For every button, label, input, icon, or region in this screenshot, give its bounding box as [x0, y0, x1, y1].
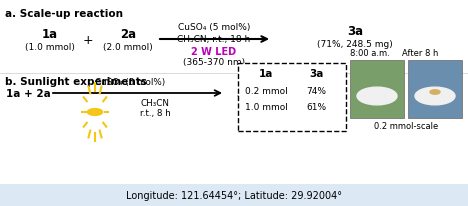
Text: CuSO₄ (5 mol%): CuSO₄ (5 mol%) [95, 78, 165, 87]
Text: (365-370 nm): (365-370 nm) [183, 58, 245, 67]
Text: 8:00 a.m.: 8:00 a.m. [350, 49, 390, 58]
Bar [350, 61, 404, 118]
Text: After 8 h: After 8 h [402, 49, 438, 58]
Text: 1a: 1a [42, 28, 58, 41]
Text: CH₃CN, r.t., 18 h: CH₃CN, r.t., 18 h [177, 35, 251, 44]
Circle shape [415, 88, 455, 105]
Text: 61%: 61% [306, 103, 326, 112]
Text: 2a: 2a [120, 28, 136, 41]
Text: b. Sunlight experiments: b. Sunlight experiments [5, 77, 147, 87]
Circle shape [430, 90, 440, 95]
Text: 2 W LED: 2 W LED [191, 47, 236, 57]
Text: (71%, 248.5 mg): (71%, 248.5 mg) [317, 40, 393, 49]
Text: a. Scale-up reaction: a. Scale-up reaction [5, 9, 123, 19]
Text: 74%: 74% [306, 87, 326, 96]
Text: (1.0 mmol): (1.0 mmol) [25, 43, 75, 52]
Text: 3a: 3a [347, 25, 363, 38]
Text: 3a: 3a [236, 89, 251, 98]
Text: Longitude: 121.64454°; Latitude: 29.92004°: Longitude: 121.64454°; Latitude: 29.9200… [126, 190, 342, 200]
Text: r.t., 8 h: r.t., 8 h [139, 109, 170, 118]
Bar [408, 61, 462, 118]
Text: CuSO₄ (5 mol%): CuSO₄ (5 mol%) [178, 23, 250, 32]
Text: CH₃CN: CH₃CN [140, 99, 169, 108]
Text: 0.2 mmol-scale: 0.2 mmol-scale [374, 122, 438, 131]
Text: 0.2 mmol: 0.2 mmol [245, 87, 287, 96]
Text: 1a + 2a: 1a + 2a [6, 89, 51, 98]
Text: 1a: 1a [259, 69, 273, 79]
Text: 3a: 3a [309, 69, 323, 79]
Text: +: + [83, 34, 93, 47]
Bar [238, 64, 346, 131]
Circle shape [357, 88, 397, 105]
Text: 1.0 mmol: 1.0 mmol [245, 103, 287, 112]
Circle shape [88, 109, 102, 116]
Text: (2.0 mmol): (2.0 mmol) [103, 43, 153, 52]
Bar [0, 184, 468, 206]
